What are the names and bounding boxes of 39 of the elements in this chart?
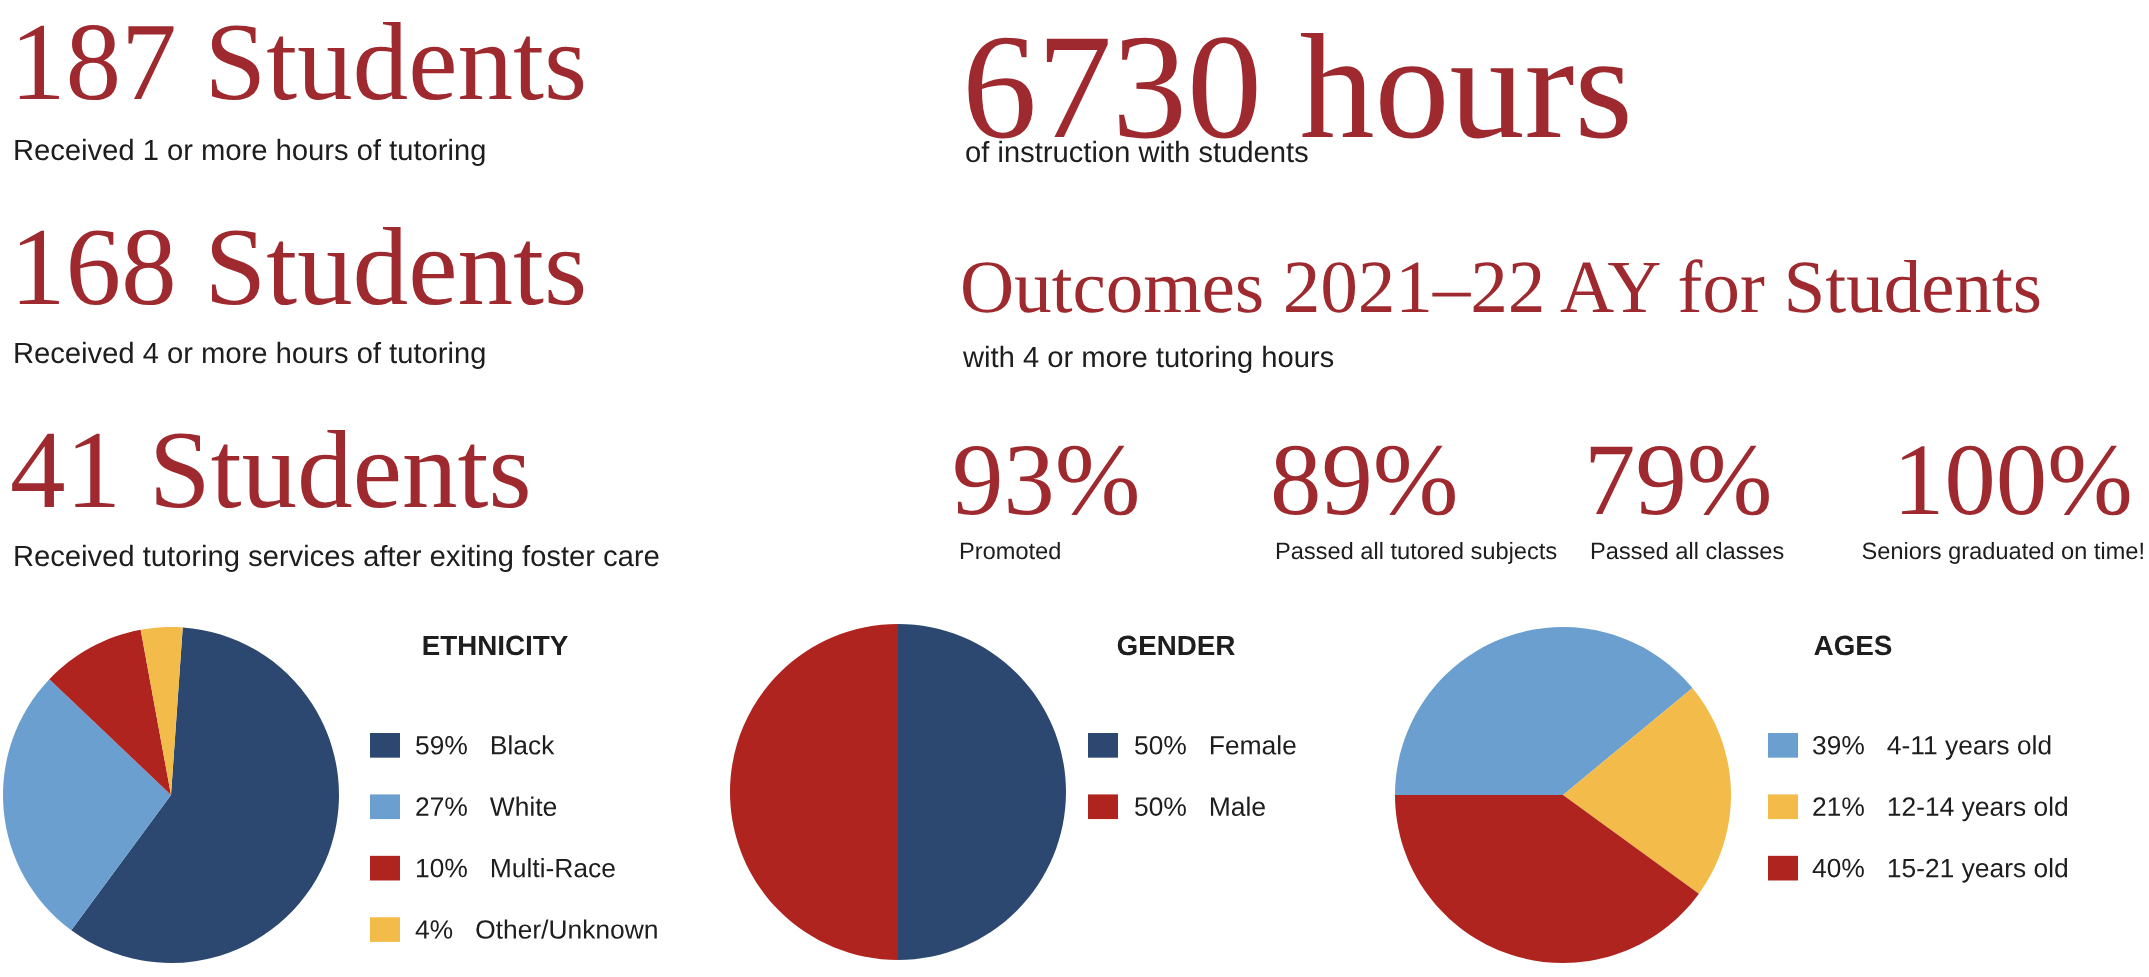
- legend-label: 4% Other/Unknown: [415, 919, 657, 939]
- text: Seniors graduated on time!: [1862, 541, 2143, 564]
- text: Passed all classes: [1591, 541, 1784, 560]
- pie-slice: [1395, 627, 1693, 795]
- pie-slice: [140, 627, 183, 795]
- pie-slice: [49, 629, 171, 795]
- chart-title: AGES: [1814, 635, 1892, 656]
- pie-slice: [898, 624, 1066, 960]
- text: Outcomes 2021–22 AY for Students: [963, 259, 2040, 313]
- text: of instruction with students: [966, 140, 1308, 163]
- text: 168 Students: [19, 226, 584, 306]
- pie-slice: [1563, 687, 1731, 894]
- legend-label: 59% Black: [416, 735, 555, 755]
- pie-slice: [730, 624, 898, 960]
- legend-label: 50% Male: [1135, 796, 1265, 817]
- text: Received 4 or more hours of tutoring: [15, 341, 485, 370]
- pie-slice: [3, 679, 171, 931]
- text: Passed all tutored subjects: [1276, 541, 1557, 564]
- text: Received 1 or more hours of tutoring: [15, 138, 485, 167]
- text: 41 Students: [12, 429, 528, 509]
- text: Received tutoring services after exiting foster care: [15, 544, 659, 573]
- legend-label: 50% Female: [1135, 735, 1296, 755]
- text: 79%: [1590, 445, 1769, 516]
- text: with 4 or more tutoring hours: [962, 345, 1334, 374]
- text: 93%: [955, 445, 1137, 516]
- chart-title: ETHNICITY: [423, 635, 568, 656]
- legend-label: 10% Multi-Race: [417, 858, 615, 878]
- text: 6730 hours: [968, 32, 1628, 139]
- text: 89%: [1273, 445, 1455, 516]
- legend-label: 40% 15-21 years old: [1812, 858, 2068, 883]
- text: 100%: [1902, 445, 2130, 516]
- legend-label: 27% White: [416, 796, 557, 817]
- legend-label: 39% 4-11 years old: [1813, 735, 2051, 760]
- legend-label: 21% 12-14 years old: [1813, 796, 2068, 822]
- text: 187 Students: [19, 21, 584, 101]
- text: Promoted: [960, 541, 1060, 560]
- chart-title: GENDER: [1117, 635, 1235, 656]
- pie-slice: [71, 627, 339, 963]
- pie-slice: [1395, 795, 1699, 963]
